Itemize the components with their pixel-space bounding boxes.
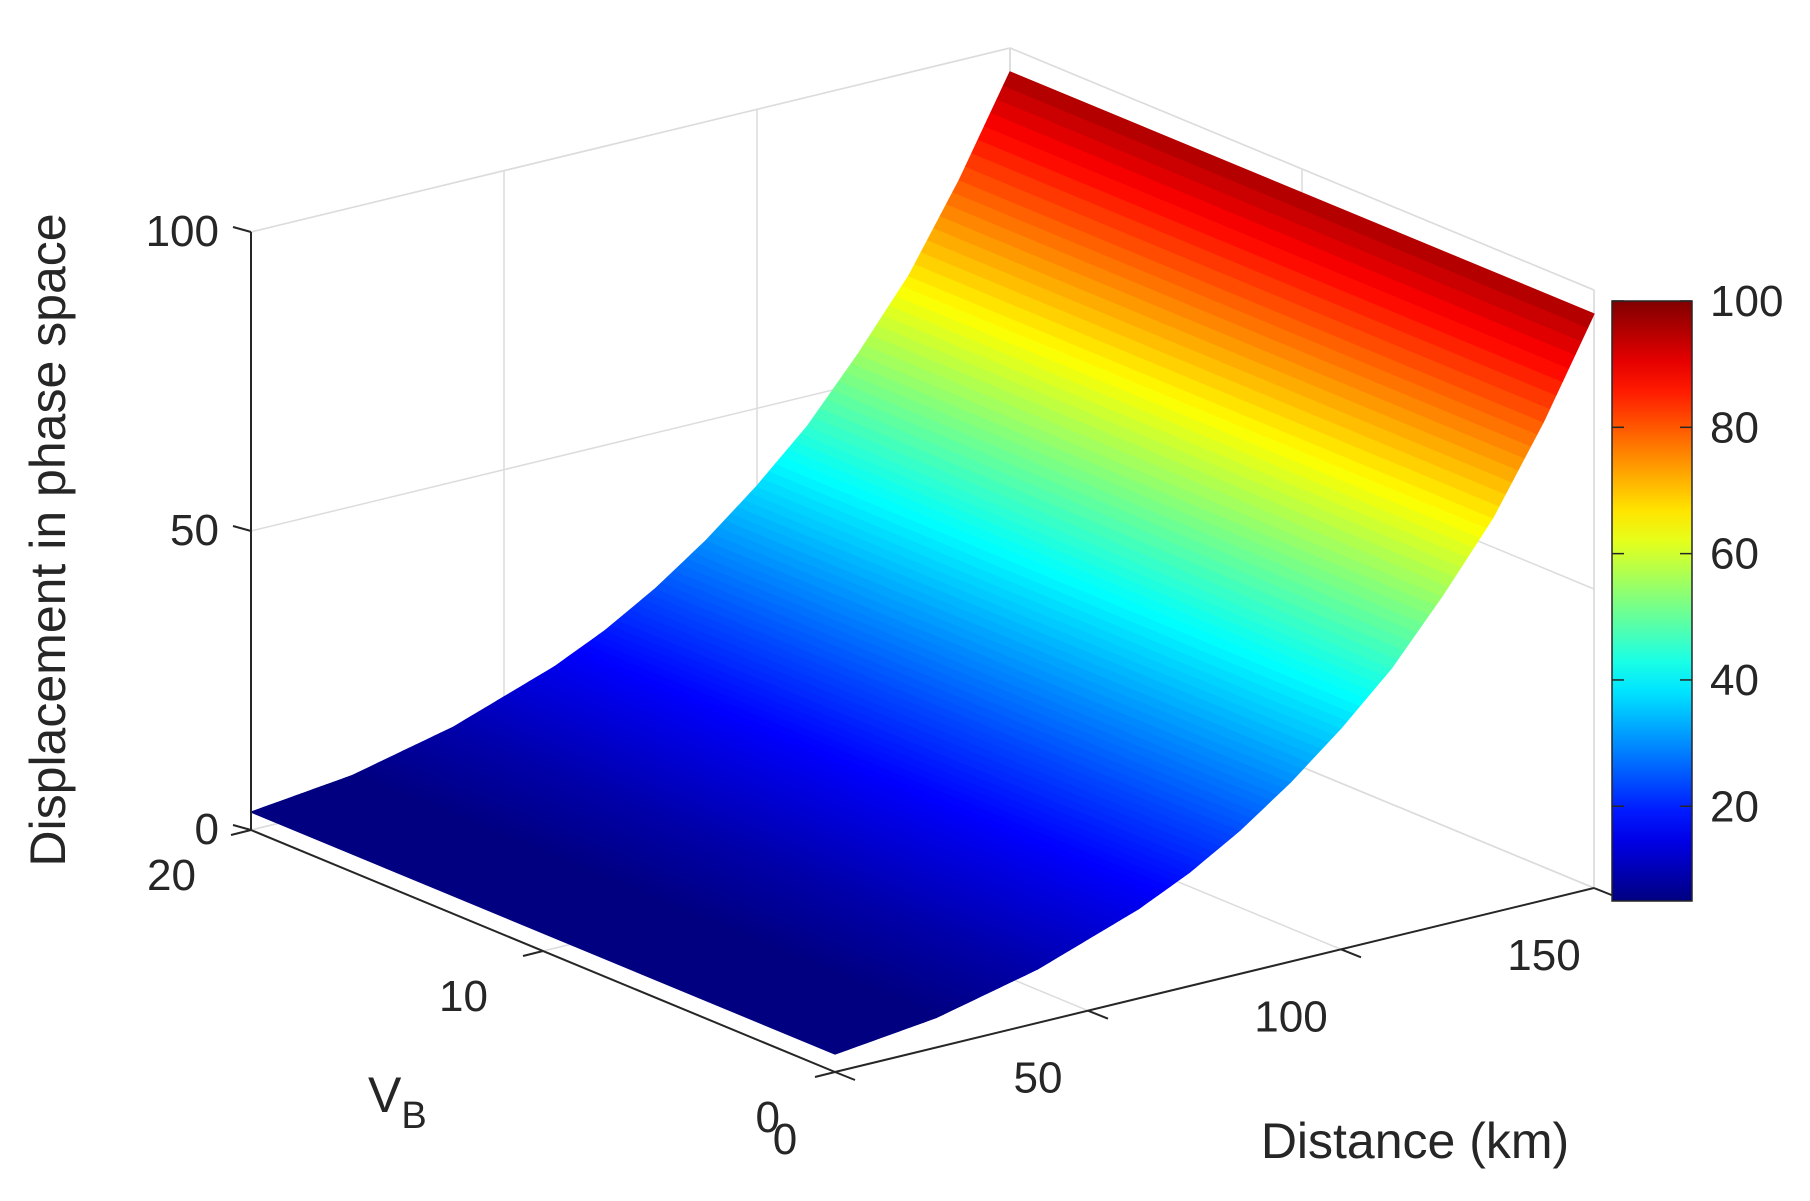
surface-strip	[1003, 71, 1595, 329]
x-axis-title: Distance (km)	[1261, 1113, 1569, 1169]
x-tick-label: 0	[773, 1115, 797, 1164]
colorbar-tick-label: 40	[1710, 656, 1759, 705]
z-tick-mark	[232, 226, 252, 233]
z-tick-label: 0	[195, 805, 219, 854]
y-tick-label: 20	[147, 851, 196, 900]
z-tick-mark	[232, 824, 252, 831]
y-tick-label: 10	[439, 972, 488, 1021]
colorbar-bar	[1611, 300, 1693, 902]
colorbar: 20 40 60 80 100	[1611, 277, 1783, 902]
colorbar-tick-label: 60	[1710, 530, 1759, 579]
x-tick-label: 100	[1254, 992, 1327, 1041]
y-tick-mark	[230, 829, 252, 836]
surface-layer	[250, 71, 1595, 1055]
x-tick-mark	[1340, 948, 1362, 959]
x-axis-line	[834, 887, 1595, 1073]
grid-z-back	[250, 47, 1011, 233]
y-tick-mark	[814, 1071, 836, 1078]
y-tick-label: 0	[756, 1093, 780, 1142]
y-tick-mark	[522, 950, 544, 957]
colorbar-tick-label: 100	[1710, 277, 1783, 326]
x-tick-mark	[1087, 1009, 1109, 1020]
colorbar-tick-label: 80	[1710, 403, 1759, 452]
y-axis-title-subscript: B	[401, 1095, 426, 1137]
y-axis-title: VB	[368, 1067, 427, 1137]
z-tick-mark	[232, 525, 252, 532]
y-axis-title-main: V	[368, 1067, 402, 1123]
z-tick-label: 100	[146, 207, 219, 256]
colorbar-tick-label: 20	[1710, 782, 1759, 831]
z-tick-label: 50	[170, 506, 219, 555]
x-tick-mark	[1593, 887, 1615, 897]
x-tick-label: 150	[1507, 931, 1580, 980]
x-tick-mark	[834, 1071, 856, 1081]
z-axis-title: Displacement in phase space	[20, 213, 76, 866]
x-tick-label: 50	[1014, 1054, 1063, 1103]
colorbar-ticks: 20 40 60 80 100	[1612, 277, 1783, 831]
